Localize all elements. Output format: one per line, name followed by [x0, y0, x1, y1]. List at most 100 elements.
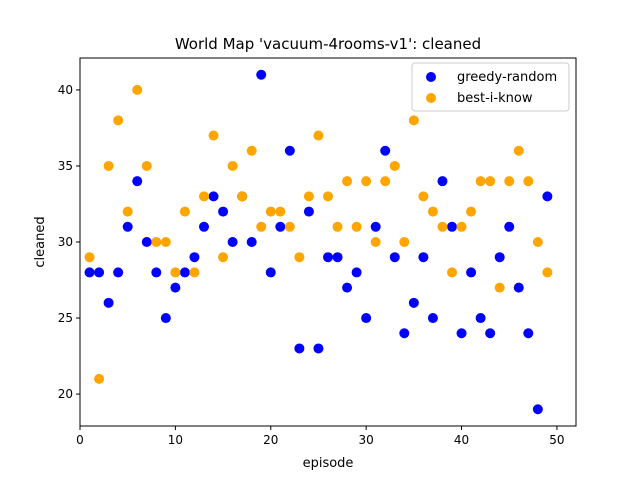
data-point-greedy-random [151, 267, 162, 278]
data-point-greedy-random [84, 267, 95, 278]
data-point-best-i-know [342, 176, 353, 187]
data-point-best-i-know [208, 130, 219, 141]
x-tick-label: 0 [76, 433, 84, 447]
series-greedy-random [84, 69, 553, 415]
data-point-best-i-know [494, 282, 505, 293]
data-point-best-i-know [189, 267, 200, 278]
data-point-greedy-random [284, 145, 295, 156]
data-point-best-i-know [447, 267, 457, 278]
data-point-greedy-random [256, 69, 267, 80]
data-point-best-i-know [237, 191, 248, 202]
data-point-greedy-random [265, 267, 276, 278]
data-point-greedy-random [303, 206, 314, 217]
data-point-greedy-random [370, 221, 381, 232]
y-tick-label: 25 [58, 311, 73, 325]
data-point-best-i-know [179, 206, 190, 217]
data-point-greedy-random [227, 237, 238, 247]
data-point-best-i-know [408, 115, 419, 126]
x-tick-label: 20 [263, 433, 278, 447]
data-points [84, 69, 553, 415]
data-point-greedy-random [485, 328, 496, 339]
data-point-best-i-know [218, 252, 229, 263]
data-point-best-i-know [151, 237, 162, 247]
x-axis-ticks: 0 10 20 30 40 50 [76, 426, 565, 447]
data-point-best-i-know [275, 206, 286, 217]
data-point-best-i-know [485, 176, 496, 187]
data-point-greedy-random [246, 237, 257, 247]
data-point-greedy-random [275, 221, 286, 232]
data-point-greedy-random [113, 267, 124, 278]
data-point-best-i-know [504, 176, 515, 187]
data-point-best-i-know [399, 237, 410, 247]
data-point-greedy-random [94, 267, 105, 278]
data-point-greedy-random [218, 206, 229, 217]
series-best-i-know [84, 84, 553, 384]
data-point-best-i-know [170, 267, 181, 278]
data-point-best-i-know [361, 176, 372, 187]
data-point-greedy-random [513, 282, 524, 293]
data-point-best-i-know [456, 221, 467, 232]
data-point-best-i-know [84, 252, 95, 263]
data-point-greedy-random [427, 313, 438, 324]
data-point-greedy-random [208, 191, 219, 202]
data-point-greedy-random [475, 313, 486, 324]
legend-marker-greedy-random [426, 72, 436, 82]
data-point-best-i-know [141, 160, 152, 171]
data-point-best-i-know [427, 206, 438, 217]
data-point-greedy-random [351, 267, 362, 278]
data-point-best-i-know [437, 221, 448, 232]
data-point-best-i-know [265, 206, 276, 217]
data-point-greedy-random [408, 297, 419, 308]
data-point-best-i-know [532, 237, 543, 247]
data-point-greedy-random [294, 343, 305, 354]
chart-title: World Map 'vacuum-4rooms-v1': cleaned [175, 35, 481, 53]
y-tick-label: 30 [58, 235, 73, 249]
data-point-greedy-random [542, 191, 553, 202]
data-point-best-i-know [332, 221, 343, 232]
data-point-greedy-random [179, 267, 190, 278]
data-point-greedy-random [103, 297, 114, 308]
data-point-best-i-know [523, 176, 534, 187]
data-point-best-i-know [160, 237, 171, 247]
data-point-best-i-know [313, 130, 324, 141]
data-point-best-i-know [466, 206, 477, 217]
y-axis-label: cleaned [33, 216, 48, 267]
data-point-best-i-know [351, 221, 362, 232]
data-point-best-i-know [132, 84, 143, 95]
x-tick-label: 30 [359, 433, 374, 447]
data-point-greedy-random [380, 145, 391, 156]
legend-label-best-i-know: best-i-know [457, 91, 533, 106]
data-point-greedy-random [504, 221, 515, 232]
data-point-greedy-random [437, 176, 448, 187]
data-point-best-i-know [542, 267, 553, 278]
data-point-best-i-know [303, 191, 314, 202]
legend-box [411, 62, 570, 112]
legend-marker-best-i-know [426, 93, 436, 103]
data-point-best-i-know [246, 145, 257, 156]
data-point-greedy-random [323, 252, 333, 263]
data-point-greedy-random [132, 176, 143, 187]
data-point-greedy-random [313, 343, 324, 354]
data-point-greedy-random [466, 267, 477, 278]
x-tick-label: 40 [454, 433, 469, 447]
data-point-greedy-random [342, 282, 353, 293]
data-point-greedy-random [170, 282, 181, 293]
data-point-greedy-random [399, 328, 410, 339]
data-point-best-i-know [113, 115, 124, 126]
data-point-best-i-know [323, 191, 333, 202]
data-point-greedy-random [332, 252, 343, 263]
data-point-best-i-know [380, 176, 391, 187]
data-point-greedy-random [160, 313, 171, 324]
data-point-greedy-random [418, 252, 429, 263]
data-point-greedy-random [361, 313, 372, 324]
x-tick-label: 50 [549, 433, 564, 447]
data-point-greedy-random [189, 252, 200, 263]
data-point-greedy-random [141, 237, 152, 247]
data-point-best-i-know [122, 206, 133, 217]
y-tick-label: 20 [58, 387, 73, 401]
data-point-best-i-know [94, 373, 105, 384]
data-point-best-i-know [389, 160, 400, 171]
data-point-best-i-know [418, 191, 429, 202]
y-tick-label: 40 [58, 83, 73, 97]
